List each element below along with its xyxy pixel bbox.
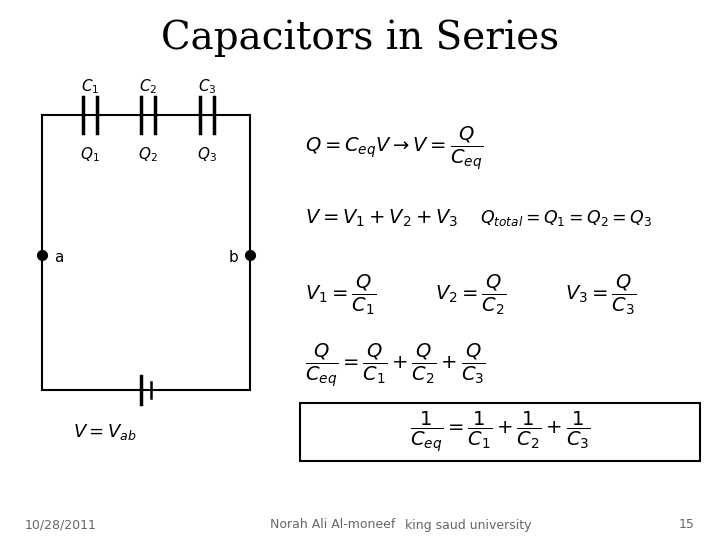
Text: $V = V_{ab}$: $V = V_{ab}$ [73,422,137,442]
Text: 15: 15 [679,518,695,531]
Text: 10/28/2011: 10/28/2011 [25,518,97,531]
Text: $V_2 = \dfrac{Q}{C_2}$: $V_2 = \dfrac{Q}{C_2}$ [435,273,506,317]
Text: $\dfrac{Q}{C_{eq}} = \dfrac{Q}{C_1} + \dfrac{Q}{C_2} + \dfrac{Q}{C_3}$: $\dfrac{Q}{C_{eq}} = \dfrac{Q}{C_1} + \d… [305,341,486,389]
Text: Norah Ali Al-moneef: Norah Ali Al-moneef [270,518,395,531]
Text: $Q_{total} = Q_1 = Q_2 = Q_3$: $Q_{total} = Q_1 = Q_2 = Q_3$ [480,208,652,228]
Text: b: b [228,251,238,266]
Bar [300,403,700,461]
Text: $Q_3$: $Q_3$ [197,146,217,164]
Text: king saud university: king saud university [405,518,531,531]
Text: $C_3$: $C_3$ [198,78,216,96]
Text: a: a [54,251,63,266]
Text: $\dfrac{1}{C_{eq}} = \dfrac{1}{C_1} + \dfrac{1}{C_2} + \dfrac{1}{C_3}$: $\dfrac{1}{C_{eq}} = \dfrac{1}{C_1} + \d… [410,410,590,454]
Text: $V = V_1 + V_2 + V_3$: $V = V_1 + V_2 + V_3$ [305,207,458,228]
Text: $C_2$: $C_2$ [139,78,157,96]
Text: $V_3 = \dfrac{Q}{C_3}$: $V_3 = \dfrac{Q}{C_3}$ [565,273,636,317]
Text: Capacitors in Series: Capacitors in Series [161,19,559,57]
Text: $Q_1$: $Q_1$ [80,146,100,164]
Text: $V_1 = \dfrac{Q}{C_1}$: $V_1 = \dfrac{Q}{C_1}$ [305,273,377,317]
Text: $C_1$: $C_1$ [81,78,99,96]
Text: $Q = C_{eq}V \rightarrow V = \dfrac{Q}{C_{eq}}$: $Q = C_{eq}V \rightarrow V = \dfrac{Q}{C… [305,124,483,172]
Text: $Q_2$: $Q_2$ [138,146,158,164]
